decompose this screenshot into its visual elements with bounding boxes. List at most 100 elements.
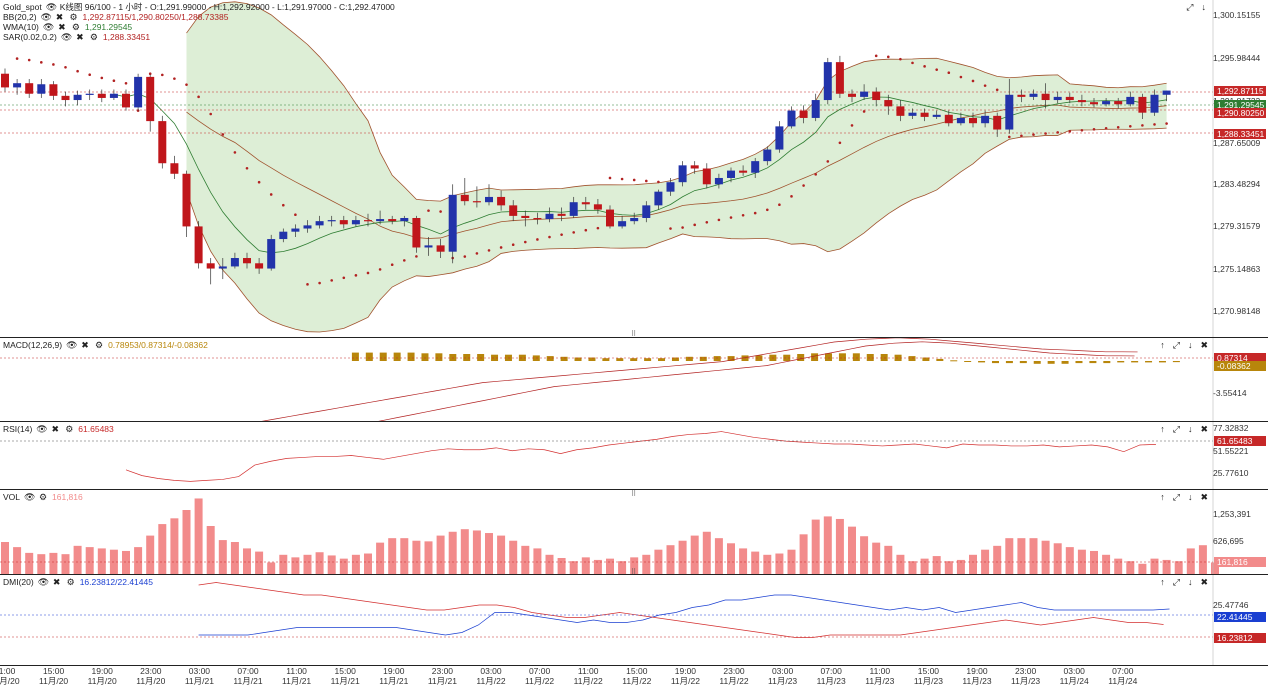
dmi-header: DMI(20) 👁 ✖ ⚙ 16.23812/22.41445 <box>3 577 153 587</box>
time-axis-label: 07:00 11月/21 <box>233 666 263 686</box>
vol-pane-controls: ↑ ⤢ ↓ ✖ <box>1160 492 1208 503</box>
eye-icon[interactable]: 👁 <box>42 22 55 32</box>
time-axis-label: 07:00 11月/24 <box>1108 666 1138 686</box>
candle-body <box>860 91 869 97</box>
candlestick-chart[interactable] <box>0 0 1268 337</box>
gear-icon[interactable]: ⚙ <box>65 424 74 434</box>
volume-bar <box>545 554 554 574</box>
macd-histogram-bar <box>435 353 443 361</box>
eye-icon[interactable]: 👁 <box>36 424 48 434</box>
gear-icon[interactable]: ⚙ <box>95 340 104 350</box>
volume-bar <box>908 561 917 574</box>
main-pane-controls: ⤢ ↓ <box>1186 2 1206 13</box>
expand-icon[interactable]: ⤢ <box>1172 492 1180 502</box>
candle-body <box>545 213 554 220</box>
macd-pane[interactable]: MACD(12,26,9) 👁 ✖ ⚙ 0.78953/0.87314/-0.0… <box>0 338 1268 422</box>
candle-body <box>569 202 578 216</box>
gear-icon[interactable]: ⚙ <box>89 32 98 42</box>
arrow-up-icon[interactable]: ↑ <box>1160 424 1165 434</box>
arrow-down-icon[interactable]: ↓ <box>1187 424 1193 434</box>
arrow-up-icon[interactable]: ↑ <box>1160 492 1165 502</box>
close-icon[interactable]: ✖ <box>81 340 89 350</box>
close-icon[interactable]: ✖ <box>51 424 60 434</box>
dmi-pane-controls: ↑ ⤢ ↓ ✖ <box>1160 577 1208 588</box>
bb-upper-line <box>186 1 1167 202</box>
gear-icon[interactable]: ⚙ <box>71 22 80 32</box>
volume-pane[interactable]: VOL 👁 ⚙ 161,816 ↑ ⤢ ↓ ✖ 1,253,391 626,69… <box>0 490 1268 575</box>
close-icon[interactable]: ✖ <box>1200 424 1208 434</box>
arrow-up-icon[interactable]: ↑ <box>1160 577 1165 587</box>
sar-dot <box>88 73 91 77</box>
macd-histogram-bar <box>1061 361 1069 364</box>
eye-icon[interactable]: 👁 <box>60 32 73 42</box>
candle-body <box>400 217 409 222</box>
bb-name: BB(20,2) <box>3 12 37 22</box>
close-icon[interactable]: ✖ <box>58 22 66 32</box>
eye-icon[interactable]: 👁 <box>66 340 78 350</box>
main-chart-pane[interactable]: Gold_spot 👁 K线图 96/100 - 1 小时 - O:1,291.… <box>0 0 1268 338</box>
volume-bar <box>690 535 699 574</box>
eye-icon[interactable]: 👁 <box>45 2 58 12</box>
expand-icon[interactable]: ⤢ <box>1186 2 1194 12</box>
rsi-pane[interactable]: RSI(14) 👁 ✖ ⚙ 61.65483 ↑ ⤢ ↓ ✖ 77.32832 … <box>0 422 1268 490</box>
close-icon[interactable]: ✖ <box>55 12 64 22</box>
sar-dot <box>1080 128 1084 132</box>
candle-body <box>993 115 1002 130</box>
close-icon[interactable]: ✖ <box>76 32 84 42</box>
eye-icon[interactable]: 👁 <box>37 577 50 587</box>
volume-bar <box>230 542 239 574</box>
arrow-down-icon[interactable]: ↓ <box>1187 492 1193 502</box>
gear-icon[interactable]: ⚙ <box>38 492 48 502</box>
macd-histogram-bar <box>783 354 791 361</box>
candle-body <box>1114 101 1123 105</box>
volume-bar <box>497 535 506 574</box>
expand-icon[interactable]: ⤢ <box>1172 424 1180 434</box>
pane-resize-handle[interactable]: ⠿ <box>631 569 637 575</box>
time-axis-label: 11:00 11月/21 <box>282 666 312 686</box>
macd-histogram-bar <box>908 356 916 361</box>
candle-body <box>763 149 772 162</box>
pane-resize-handle[interactable]: ⠿ <box>631 331 637 338</box>
bb-value: 1,292.87115/1,290.80250/1,288.73385 <box>82 12 229 22</box>
candle-body <box>1150 94 1159 113</box>
price-label: 1,270.98148 <box>1213 306 1261 316</box>
volume-bar <box>13 547 22 574</box>
sar-dot <box>209 112 212 116</box>
arrow-down-icon[interactable]: ↓ <box>1187 340 1193 350</box>
candle-body <box>872 91 881 101</box>
gear-icon[interactable]: ⚙ <box>69 12 78 22</box>
price-label: 1,279.31579 <box>1213 221 1261 231</box>
macd-histogram-bar <box>1075 361 1083 364</box>
arrow-down-icon[interactable]: ↓ <box>1201 2 1207 12</box>
close-icon[interactable]: ✖ <box>1200 577 1208 587</box>
expand-icon[interactable]: ⤢ <box>1172 577 1180 587</box>
volume-bar <box>1029 538 1038 574</box>
sar-dot <box>318 281 321 285</box>
sar-dot <box>887 55 890 59</box>
candle-body <box>956 117 965 124</box>
candle-body <box>1126 96 1135 105</box>
close-icon[interactable]: ✖ <box>52 577 61 587</box>
candle-body <box>85 93 94 95</box>
sar-dot <box>245 166 249 170</box>
arrow-up-icon[interactable]: ↑ <box>1160 340 1165 350</box>
macd-histogram-bar <box>838 353 846 361</box>
time-axis-label: 19:00 11月/20 <box>87 666 117 686</box>
close-icon[interactable]: ✖ <box>1200 340 1208 350</box>
eye-icon[interactable]: 👁 <box>40 12 52 22</box>
macd-histogram-bar <box>658 358 666 361</box>
candle-body <box>1102 101 1111 105</box>
expand-icon[interactable]: ⤢ <box>1172 340 1180 350</box>
wma-indicator-row: WMA(10) 👁 ✖ ⚙ 1,291.29545 <box>3 22 132 32</box>
bollinger-band-fill <box>186 1 1167 333</box>
pane-resize-handle[interactable]: ⠿ <box>631 491 637 498</box>
sar-dot <box>596 226 600 230</box>
time-axis-label: 11:00 11月/23 <box>865 666 895 686</box>
gear-icon[interactable]: ⚙ <box>66 577 75 587</box>
dmi-pane[interactable]: DMI(20) 👁 ✖ ⚙ 16.23812/22.41445 ↑ ⤢ ↓ ✖ … <box>0 575 1268 666</box>
macd-histogram-bar <box>936 358 944 361</box>
arrow-down-icon[interactable]: ↓ <box>1187 577 1193 587</box>
candle-body <box>823 62 832 101</box>
close-icon[interactable]: ✖ <box>1200 492 1208 502</box>
eye-icon[interactable]: 👁 <box>24 492 36 502</box>
